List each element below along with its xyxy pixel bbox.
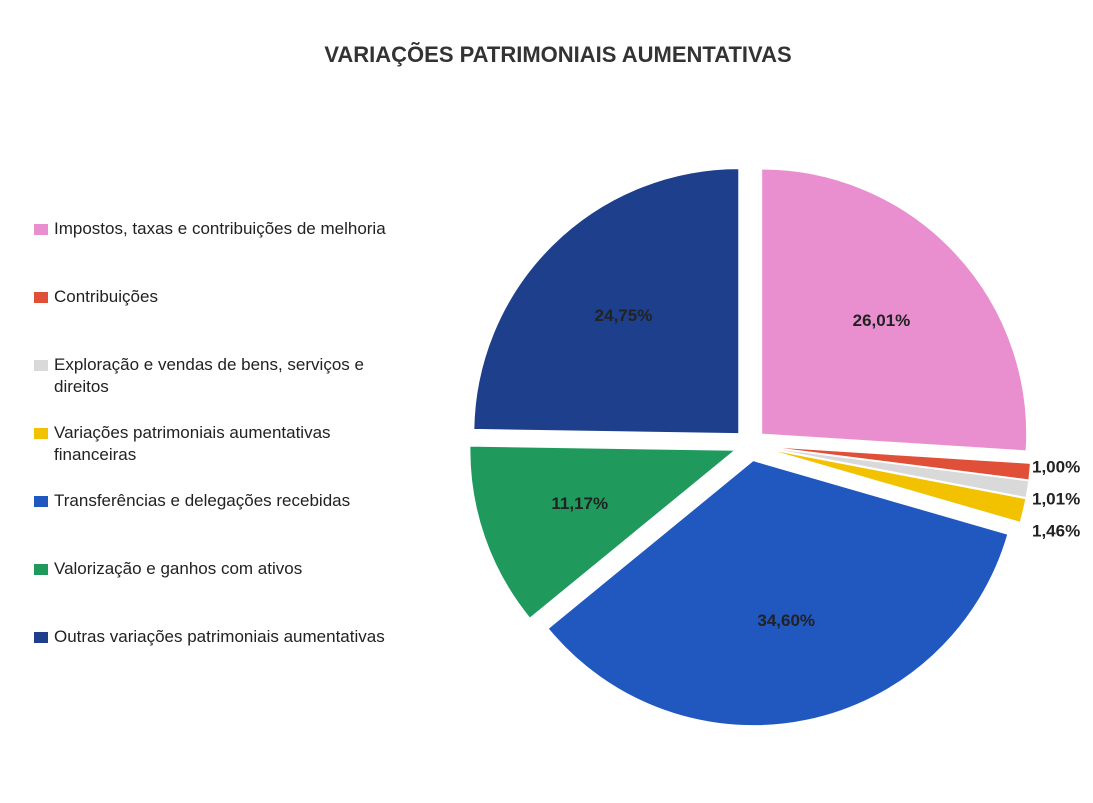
legend-label: Impostos, taxas e contribuições de melho… bbox=[54, 219, 386, 238]
legend-swatch bbox=[34, 224, 48, 235]
legend-item: Exploração e vendas de bens, serviços e … bbox=[34, 354, 414, 398]
legend-label: Contribuições bbox=[54, 287, 158, 306]
legend-item: Transferências e delegações recebidas bbox=[34, 490, 414, 512]
pie-slice bbox=[765, 447, 1030, 499]
legend-label: Transferências e delegações recebidas bbox=[54, 491, 351, 510]
legend-swatch bbox=[34, 428, 48, 439]
legend-label: Variações patrimoniais aumentativas fina… bbox=[54, 423, 331, 464]
legend-item: Outras variações patrimoniais aumentativ… bbox=[34, 626, 414, 648]
legend-label: Exploração e vendas de bens, serviços e … bbox=[54, 355, 364, 396]
data-label: 1,00% bbox=[1032, 457, 1080, 476]
legend-label: Valorização e ganhos com ativos bbox=[54, 559, 303, 578]
legend-label: Outras variações patrimoniais aumentativ… bbox=[54, 627, 385, 646]
data-label: 34,60% bbox=[757, 611, 815, 630]
pie-slice bbox=[473, 168, 740, 435]
data-label: 24,75% bbox=[595, 306, 653, 325]
data-label: 1,01% bbox=[1032, 489, 1080, 508]
pie-slice bbox=[761, 168, 1028, 452]
chart-title: VARIAÇÕES PATRIMONIAIS AUMENTATIVAS bbox=[324, 42, 791, 67]
legend-item: Impostos, taxas e contribuições de melho… bbox=[34, 218, 414, 240]
data-label: 1,46% bbox=[1032, 521, 1080, 540]
legend-item: Variações patrimoniais aumentativas fina… bbox=[34, 422, 414, 466]
legend-swatch bbox=[34, 360, 48, 371]
data-label: 26,01% bbox=[853, 311, 911, 330]
pie-slice bbox=[469, 445, 737, 619]
legend-item: Valorização e ganhos com ativos bbox=[34, 558, 414, 580]
pie-slice bbox=[765, 446, 1031, 481]
pie-slice bbox=[547, 460, 1009, 727]
legend-swatch bbox=[34, 564, 48, 575]
pie-slice bbox=[765, 448, 1027, 523]
data-label: 11,17% bbox=[551, 494, 608, 513]
legend-swatch bbox=[34, 292, 48, 303]
legend-swatch bbox=[34, 496, 48, 507]
legend-item: Contribuições bbox=[34, 286, 414, 308]
legend-swatch bbox=[34, 632, 48, 643]
